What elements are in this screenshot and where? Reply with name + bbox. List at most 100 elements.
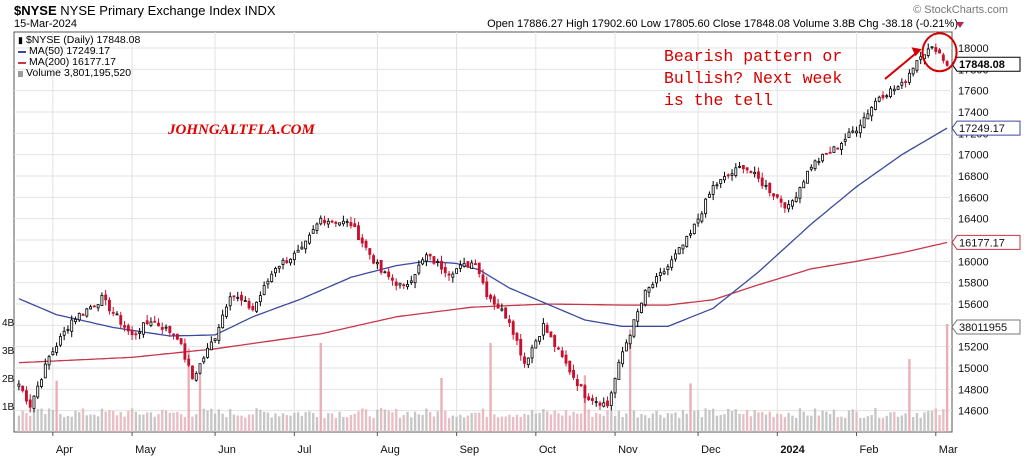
candle-body	[564, 354, 568, 364]
candle-body	[696, 218, 700, 224]
candle-body	[179, 338, 183, 344]
volume-bar	[447, 417, 451, 432]
candle-body	[496, 303, 500, 309]
candle-body	[757, 171, 760, 179]
volume-bar	[112, 410, 115, 432]
legend-item-ma50: MA(50) 17249.17	[18, 46, 140, 57]
volume-bar	[493, 414, 496, 432]
volume-label-box	[951, 319, 1021, 335]
volume-bar	[542, 409, 545, 432]
volume-bar	[470, 413, 473, 432]
candle-body	[341, 220, 345, 225]
volume-bar	[579, 413, 583, 432]
y-tick-label: 14800	[958, 384, 989, 396]
candle-body	[670, 259, 674, 268]
volume-bar	[251, 414, 254, 432]
candle-body	[934, 47, 938, 52]
volume-bar	[481, 408, 485, 432]
candle-body	[817, 161, 821, 163]
volume-bar	[372, 417, 375, 432]
candle-body	[511, 321, 515, 335]
candle-body	[734, 167, 738, 176]
volume-bar	[598, 413, 602, 432]
candle-body	[70, 319, 74, 332]
candle-body	[474, 263, 477, 266]
volume-bar	[889, 412, 892, 432]
volume-bar	[270, 417, 273, 432]
volume-bar	[791, 415, 794, 432]
candle-body	[206, 347, 209, 358]
volume-bar	[406, 411, 409, 432]
candle-body	[387, 271, 391, 278]
value-label: 17249.17	[959, 123, 1005, 135]
candle-body	[843, 138, 847, 142]
candle-body	[538, 336, 542, 342]
volume-bar	[462, 417, 466, 432]
volume-bar	[844, 417, 847, 432]
volume-bar	[810, 415, 813, 432]
candle-body	[855, 130, 858, 134]
volume-label: 38011955	[959, 322, 1007, 334]
candle-body	[704, 198, 708, 214]
volume-bar	[742, 414, 745, 432]
candle-body	[662, 271, 666, 275]
candle-body	[806, 170, 809, 184]
candle-body	[172, 333, 176, 336]
candle-body	[357, 225, 360, 241]
candle-body	[775, 194, 779, 198]
candle-body	[945, 61, 949, 66]
volume-bar	[878, 417, 881, 432]
volume-bar	[127, 410, 130, 432]
volume-bar	[429, 412, 432, 432]
volume-bar	[840, 416, 843, 432]
candle-body	[866, 113, 870, 120]
candle-body	[89, 306, 93, 310]
volume-bar	[195, 414, 198, 432]
candle-body	[353, 223, 357, 227]
candle-body	[553, 335, 557, 347]
candle-body	[647, 287, 651, 293]
candle-body	[202, 357, 206, 363]
volume-bar	[625, 413, 628, 432]
candle-body	[92, 305, 96, 308]
volume-bar	[576, 413, 579, 432]
volume-bar	[836, 417, 839, 432]
candle-body	[123, 325, 126, 328]
volume-bar	[485, 417, 488, 432]
candle-body	[398, 282, 402, 286]
candle-body	[285, 260, 289, 263]
volume-bar	[17, 415, 21, 432]
candle-body	[66, 328, 70, 331]
volume-bar	[678, 417, 681, 432]
volume-bar	[225, 417, 228, 432]
volume-bar	[115, 415, 119, 432]
volume-bar	[500, 416, 504, 432]
candle-body	[485, 281, 489, 297]
candle-body	[289, 258, 293, 264]
volume-bar	[723, 414, 726, 432]
candle-body	[406, 284, 409, 288]
candle-body	[323, 219, 326, 224]
volume-bar	[349, 414, 353, 432]
candle-body	[507, 319, 511, 323]
brand-label[interactable]: © StockCharts.com	[913, 4, 1008, 16]
volume-bar	[198, 372, 202, 432]
candle-icon: ▮	[18, 35, 23, 45]
candle-body	[545, 324, 549, 333]
volume-bar	[870, 415, 873, 432]
volume-bar	[319, 342, 322, 432]
volume-axis-label: 4B	[2, 318, 15, 329]
candle-body	[730, 173, 734, 176]
candle-body	[334, 221, 338, 224]
volume-bar	[628, 329, 632, 432]
candle-body	[749, 171, 753, 174]
volume-bar	[708, 410, 711, 432]
volume-bar	[659, 414, 662, 432]
candle-body	[224, 306, 228, 317]
volume-bar	[474, 412, 477, 432]
volume-bar	[130, 408, 134, 432]
y-tick-label: 15000	[958, 363, 989, 375]
volume-bar	[436, 411, 439, 432]
volume-bar	[885, 415, 888, 432]
volume-bar	[300, 415, 304, 432]
